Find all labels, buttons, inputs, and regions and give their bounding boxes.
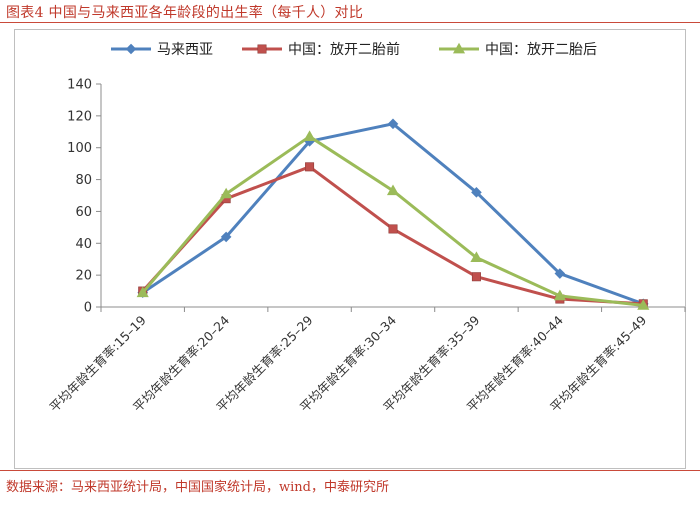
series-3: [136, 130, 650, 310]
data-point: [554, 268, 566, 279]
y-tick-label: 60: [75, 205, 92, 220]
data-point: [553, 289, 566, 301]
legend-item-3: 中国：放开二胎后: [439, 42, 597, 58]
series-2: [138, 162, 648, 309]
line-chart: 马来西亚 中国：放开二胎前 中国：放开二胎后 0 20 40 60 80 100 120 140 平…: [46, 41, 686, 415]
y-tick-label: 120: [67, 109, 92, 124]
figure-title: 图表4 中国与马来西亚各年龄段的出生率（每千人）对比: [6, 5, 364, 21]
data-point: [388, 224, 398, 234]
legend-marker: [257, 44, 267, 54]
y-tick-label: 40: [75, 237, 92, 252]
y-tick-label: 100: [67, 141, 92, 156]
x-category-label: 平均年龄生育率:45–49: [547, 312, 649, 414]
series-line: [141, 122, 644, 306]
legend-item-1: 马来西亚: [111, 42, 213, 58]
legend-label: 马来西亚: [157, 42, 213, 58]
legend-marker: [125, 43, 137, 55]
data-point: [387, 118, 399, 130]
data-point: [471, 272, 481, 282]
title-divider: [0, 22, 700, 23]
y-tick-label: 0: [84, 301, 92, 316]
legend-item-2: 中国：放开二胎前: [242, 41, 400, 58]
legend-marker: [452, 42, 466, 54]
series-line: [141, 135, 644, 307]
data-point: [303, 130, 316, 141]
data-point: [637, 299, 650, 310]
y-tick-label: 140: [67, 78, 92, 93]
series-1: [137, 118, 649, 310]
data-source-note: 数据来源：马来西亚统计局，中国国家统计局，wind，中泰研究所: [6, 480, 389, 495]
y-tick-label: 80: [75, 173, 92, 188]
data-point: [136, 286, 149, 298]
data-point: [220, 231, 232, 243]
legend: 马来西亚 中国：放开二胎前 中国：放开二胎后: [111, 41, 597, 58]
y-tick-label: 20: [75, 269, 92, 284]
source-divider: [0, 470, 700, 471]
data-point: [470, 251, 483, 263]
data-point: [471, 187, 482, 198]
legend-label: 中国：放开二胎前: [288, 41, 400, 58]
data-point: [386, 184, 400, 196]
series-layer: [136, 118, 650, 310]
data-point: [305, 162, 315, 172]
legend-label: 中国：放开二胎后: [485, 42, 597, 58]
chart-frame: 马来西亚 中国：放开二胎前 中国：放开二胎后 0 20 40 60 80 100 120 140 平…: [14, 29, 686, 469]
data-point: [220, 187, 233, 199]
